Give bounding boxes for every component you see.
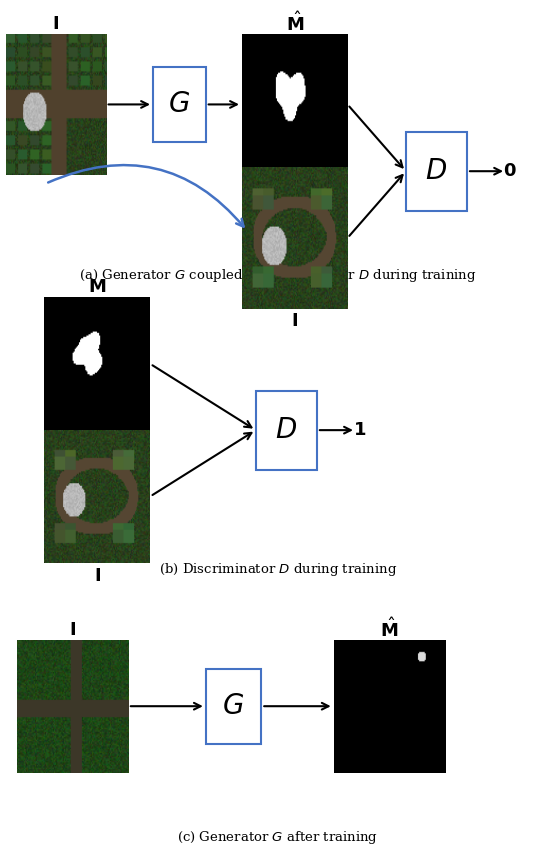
FancyBboxPatch shape xyxy=(153,67,206,142)
Text: $\hat{\mathbf{M}}$: $\hat{\mathbf{M}}$ xyxy=(380,618,398,641)
Text: (b) Discriminator $D$ during training: (b) Discriminator $D$ during training xyxy=(159,561,397,578)
Text: $\hat{\mathbf{M}}$: $\hat{\mathbf{M}}$ xyxy=(286,12,304,35)
Text: $D$: $D$ xyxy=(425,158,448,185)
FancyBboxPatch shape xyxy=(206,669,261,744)
Text: $\mathbf{I}$: $\mathbf{I}$ xyxy=(291,312,298,330)
Text: $\mathbf{M}$: $\mathbf{M}$ xyxy=(88,278,106,296)
Text: $\mathbf{1}$: $\mathbf{1}$ xyxy=(353,421,366,439)
FancyBboxPatch shape xyxy=(256,390,317,469)
Text: $G$: $G$ xyxy=(168,91,190,118)
Text: $\mathbf{I}$: $\mathbf{I}$ xyxy=(52,15,59,33)
Text: $\mathbf{0}$: $\mathbf{0}$ xyxy=(503,162,517,181)
Text: $\mathbf{I}$: $\mathbf{I}$ xyxy=(69,621,76,639)
Text: $\mathbf{I}$: $\mathbf{I}$ xyxy=(94,567,101,585)
Text: (a) Generator $G$ coupled to discriminator $D$ during training: (a) Generator $G$ coupled to discriminat… xyxy=(79,267,477,284)
Text: (c) Generator $G$ after training: (c) Generator $G$ after training xyxy=(177,829,379,846)
Text: $D$: $D$ xyxy=(275,417,297,443)
FancyBboxPatch shape xyxy=(406,132,467,211)
Text: $G$: $G$ xyxy=(222,693,245,720)
